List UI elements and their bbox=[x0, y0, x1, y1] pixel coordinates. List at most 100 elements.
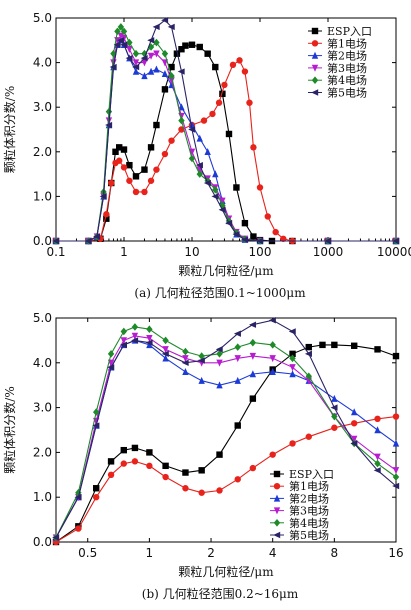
chart-b-ytick-label: 2.0 bbox=[33, 445, 52, 459]
chart-b-xtick-label: 0.5 bbox=[78, 546, 97, 560]
chart-b-legend-label: 第1电场 bbox=[289, 479, 329, 493]
chart-a-legend-marker bbox=[311, 27, 319, 35]
chart-b-xtick-label: 1 bbox=[146, 546, 154, 560]
chart-a-data-point bbox=[141, 166, 148, 173]
chart-a-data-point bbox=[140, 54, 148, 62]
chart-b-data-point bbox=[162, 346, 169, 354]
chart-b-data-point bbox=[350, 440, 358, 447]
chart-b-data-point bbox=[249, 395, 257, 402]
chart-a-data-point bbox=[161, 17, 169, 24]
chart-b-data-point bbox=[120, 337, 127, 345]
chart-b-xtick-label: 2 bbox=[207, 546, 215, 560]
chart-a-data-point bbox=[219, 90, 226, 98]
chart-b-data-point bbox=[146, 462, 153, 470]
chart-a-data-point bbox=[112, 148, 119, 155]
chart-b-data-point bbox=[146, 325, 153, 333]
chart-a-data-point bbox=[241, 219, 249, 227]
chart-b-data-point bbox=[234, 476, 241, 483]
chart-b-legend-marker bbox=[273, 507, 281, 515]
chart-a-data-point bbox=[114, 27, 121, 36]
chart-a-data-point bbox=[132, 49, 140, 58]
chart-a-data-point bbox=[212, 63, 219, 71]
chart-a-data-point bbox=[153, 166, 160, 173]
chart-b-data-point bbox=[331, 412, 338, 421]
chart-b-xtick-label: 8 bbox=[331, 546, 339, 560]
chart-b-ytick-label: 4.0 bbox=[33, 356, 52, 370]
chart-b-data-point bbox=[249, 370, 257, 378]
chart-a-data-point bbox=[200, 117, 208, 124]
chart-b-data-point bbox=[162, 462, 169, 470]
chart-b-data-point bbox=[145, 339, 153, 346]
chart-a-ytick-label: 4.0 bbox=[33, 56, 52, 70]
chart-a-data-point bbox=[105, 121, 113, 129]
chart-b-data-point bbox=[216, 451, 223, 458]
chart-a-data-point bbox=[392, 237, 400, 245]
chart-b-data-point bbox=[107, 364, 115, 371]
chart-a-ytick-label: 5.0 bbox=[33, 11, 52, 25]
chart-a-data-point bbox=[225, 219, 233, 227]
chart-b-data-point bbox=[107, 458, 115, 465]
chart-b-data-point bbox=[131, 337, 139, 344]
chart-a-data-point bbox=[126, 38, 133, 47]
chart-a-data-point bbox=[120, 41, 128, 48]
chart-b-data-point bbox=[249, 321, 257, 328]
chart-a-data-point bbox=[204, 50, 211, 57]
chart-b-data-point bbox=[146, 341, 153, 349]
chart-b-data-point bbox=[331, 341, 338, 349]
chart-a-data-point bbox=[250, 144, 257, 151]
chart-b-data-point bbox=[162, 473, 169, 481]
chart-b-data-point bbox=[305, 372, 312, 381]
chart-a-data-point bbox=[212, 185, 219, 194]
chart-a-data-point bbox=[132, 59, 140, 67]
chart-b-plot-frame bbox=[55, 317, 397, 543]
chart-a-data-point bbox=[93, 233, 101, 240]
chart-b-xtick-label: 4 bbox=[269, 546, 277, 560]
chart-b-data-point bbox=[107, 350, 115, 358]
chart-a-ytick-label: 3.0 bbox=[33, 100, 52, 114]
chart-a-data-point bbox=[188, 154, 196, 163]
chart-b-data-point bbox=[392, 482, 400, 490]
chart-a-xlabel: 颗粒几何粒径/μm bbox=[178, 263, 274, 278]
chart-a-data-point bbox=[117, 23, 125, 31]
chart-a-data-point bbox=[168, 72, 175, 80]
chart-a-ytick-label: 1.0 bbox=[33, 189, 52, 203]
chart-b-series-3 bbox=[52, 336, 400, 541]
chart-a-series-5 bbox=[52, 23, 400, 245]
chart-a-data-point bbox=[147, 67, 155, 75]
chart-b-data-point bbox=[392, 413, 400, 420]
chart-a-data-point bbox=[153, 121, 160, 129]
chart-b-ytick-label: 1.0 bbox=[33, 490, 52, 504]
chart-b-data-point bbox=[249, 464, 257, 472]
chart-b-data-point bbox=[131, 323, 139, 331]
chart-a-data-point bbox=[280, 235, 287, 242]
chart-b-data-point bbox=[93, 485, 100, 492]
chart-a-series-line bbox=[56, 25, 396, 242]
chart-b-data-point bbox=[374, 415, 381, 422]
chart-a-data-point bbox=[241, 236, 249, 243]
chart-a-data-point bbox=[116, 144, 123, 151]
chart-a-data-point bbox=[132, 188, 140, 196]
chart-b-data-point bbox=[305, 433, 312, 440]
chart-a-data-point bbox=[211, 193, 219, 200]
chart-b-series-1 bbox=[52, 341, 400, 546]
chart-a-data-point bbox=[324, 237, 332, 245]
chart-b-data-point bbox=[350, 342, 358, 349]
chart-b-data-point bbox=[289, 364, 296, 372]
chart-a-legend-label: ESP入口 bbox=[327, 25, 372, 38]
chart-a-data-point bbox=[196, 170, 203, 178]
chart-a-legend-label: 第5电场 bbox=[327, 86, 367, 100]
chart-a-data-point bbox=[188, 126, 196, 133]
chart-a-data-point bbox=[141, 188, 148, 196]
chart-a-data-point bbox=[117, 32, 125, 40]
chart-b-data-point bbox=[350, 408, 358, 416]
chart-a-legend-label: 第3电场 bbox=[327, 61, 367, 75]
chart-b-data-point bbox=[233, 330, 241, 337]
chart-b-data-point bbox=[74, 494, 82, 501]
chart-b-series-6 bbox=[52, 317, 400, 541]
chart-a-data-point bbox=[233, 184, 240, 191]
chart-b-data-point bbox=[198, 376, 205, 384]
chart-b-data-point bbox=[288, 328, 296, 335]
chart-a-data-point bbox=[232, 231, 240, 238]
chart-a-data-point bbox=[126, 161, 133, 169]
